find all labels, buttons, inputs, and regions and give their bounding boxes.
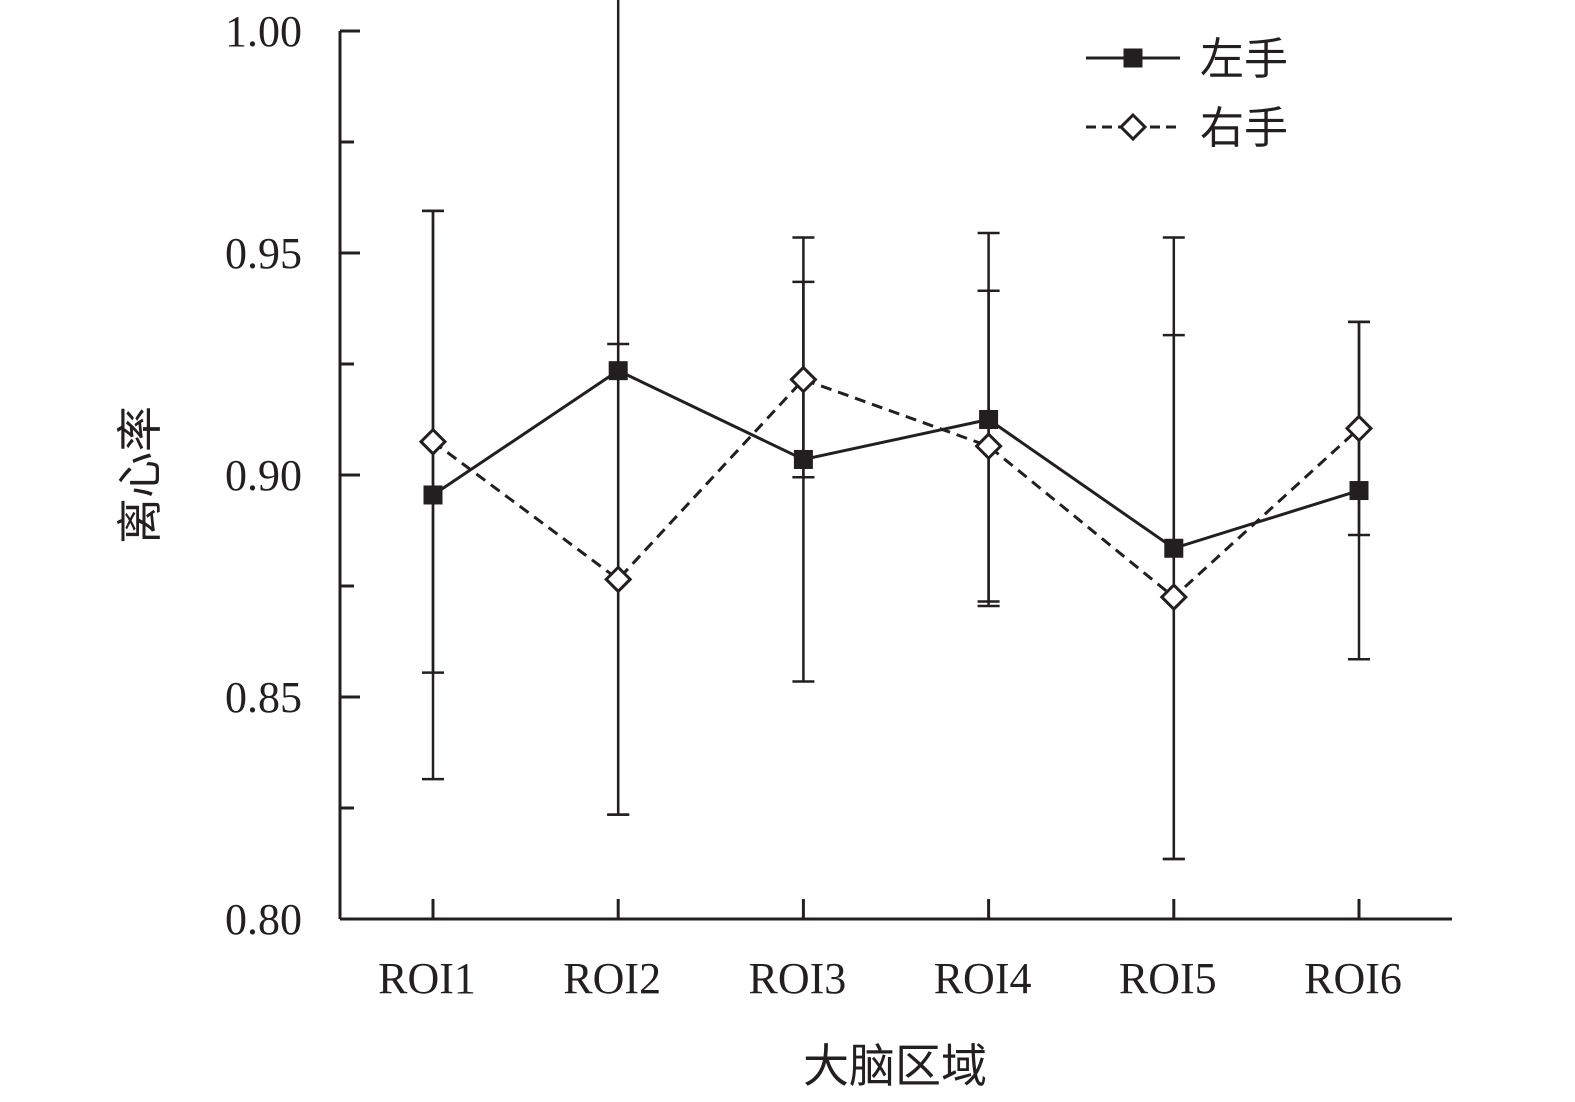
series-line-right-hand bbox=[432, 377, 1361, 600]
data-point-right-hand bbox=[418, 427, 448, 456]
data-point-left-hand bbox=[1349, 481, 1369, 501]
data-point-right-hand bbox=[789, 365, 818, 394]
y-tick-label: 0.90 bbox=[225, 451, 302, 500]
data-point-right-hand bbox=[974, 432, 1003, 461]
series-lines bbox=[432, 368, 1361, 600]
x-axis-title: 大脑区域 bbox=[803, 1039, 987, 1093]
data-point-left-hand bbox=[793, 449, 813, 469]
data-point-right-hand bbox=[604, 565, 633, 594]
axes bbox=[338, 29, 1452, 921]
data-point-right-hand bbox=[1344, 414, 1374, 443]
legend-label: 右手 bbox=[1200, 103, 1288, 154]
series-markers bbox=[418, 361, 1374, 612]
y-tick-label: 0.95 bbox=[225, 229, 302, 278]
x-tick-label: ROI5 bbox=[1119, 954, 1217, 1003]
y-tick-label: 0.80 bbox=[225, 895, 302, 944]
data-point-left-hand bbox=[979, 410, 999, 429]
y-tick-label: 1.00 bbox=[225, 7, 302, 56]
legend-label: 左手 bbox=[1200, 34, 1288, 85]
y-tick-label: 0.85 bbox=[225, 673, 302, 722]
x-tick-label: ROI3 bbox=[749, 954, 847, 1003]
x-tick-label: ROI6 bbox=[1304, 954, 1402, 1003]
data-point-left-hand bbox=[608, 361, 628, 381]
y-axis-title: 离心率 bbox=[113, 406, 167, 544]
x-tick-label: ROI1 bbox=[378, 954, 476, 1003]
series-line-left-hand bbox=[432, 368, 1360, 550]
legend-marker-left-hand bbox=[1123, 48, 1143, 68]
data-point-left-hand bbox=[1164, 538, 1184, 558]
legend-marker-right-hand bbox=[1118, 112, 1148, 142]
x-tick-label: ROI2 bbox=[563, 954, 661, 1003]
data-point-right-hand bbox=[1159, 582, 1188, 612]
data-point-left-hand bbox=[423, 485, 443, 505]
x-tick-label: ROI4 bbox=[934, 954, 1032, 1003]
tick-labels: 0.80 0.85 0.90 0.95 1.00 ROI1 ROI2 ROI3 ROI4 ROI5… bbox=[225, 7, 1402, 1003]
